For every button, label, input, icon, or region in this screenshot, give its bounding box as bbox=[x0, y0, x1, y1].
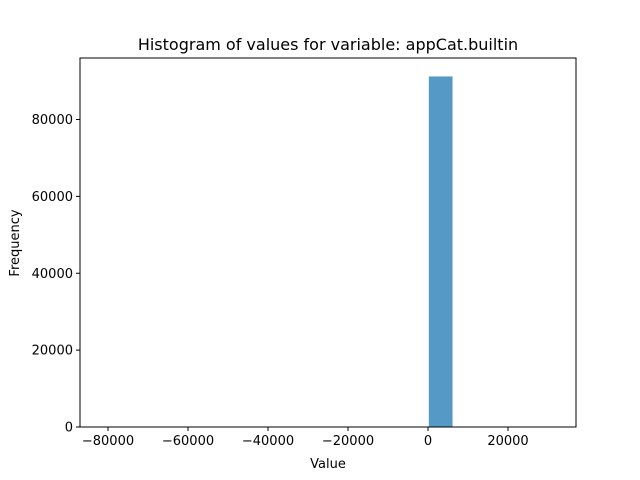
x-tick-label-4: 0 bbox=[424, 434, 432, 449]
x-axis-label: Value bbox=[310, 457, 346, 472]
x-tick-label-2: −40000 bbox=[242, 434, 294, 449]
y-tick-label-0: 0 bbox=[65, 421, 73, 436]
x-tick-label-0: −80000 bbox=[82, 434, 134, 449]
y-tick-label-2: 40000 bbox=[32, 267, 73, 282]
x-tick-label-5: 20000 bbox=[487, 434, 528, 449]
y-axis-ticks: 0 20000 40000 60000 80000 bbox=[32, 113, 80, 436]
y-tick-label-4: 80000 bbox=[32, 113, 73, 128]
histogram-bar-14 bbox=[428, 76, 453, 427]
bars-group bbox=[96, 76, 562, 427]
y-tick-label-3: 60000 bbox=[32, 190, 73, 205]
x-tick-label-3: −20000 bbox=[322, 434, 374, 449]
x-tick-label-1: −60000 bbox=[162, 434, 214, 449]
plot-frame bbox=[79, 57, 577, 428]
chart-title: Histogram of values for variable: appCat… bbox=[138, 35, 518, 54]
y-axis-label: Frequency bbox=[8, 209, 23, 276]
x-axis-ticks: −80000 −60000 −40000 −20000 0 20000 bbox=[82, 427, 529, 449]
y-tick-label-1: 20000 bbox=[32, 344, 73, 359]
